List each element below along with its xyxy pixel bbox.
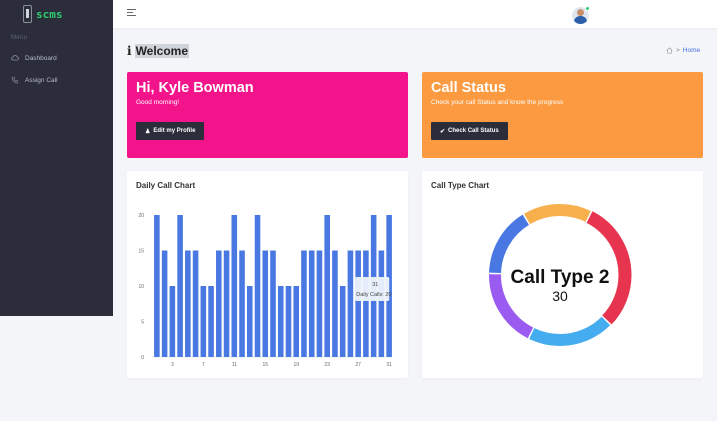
menu-toggle-icon[interactable] <box>127 9 136 17</box>
bar <box>363 250 369 357</box>
call-type-chart-card: Call Type Chart Call Type 2 30 <box>422 171 703 378</box>
greeting-subtitle: Good morning! <box>136 99 179 106</box>
x-tick-label: 27 <box>355 362 361 368</box>
breadcrumb: > Home <box>666 47 700 54</box>
bar <box>316 250 323 357</box>
avatar[interactable] <box>572 7 589 24</box>
check-call-status-button[interactable]: ✔ Check Call Status <box>431 122 508 140</box>
bar <box>154 215 160 357</box>
page-title-text: Welcome <box>134 44 190 58</box>
phone-icon <box>11 76 19 84</box>
menu-heading: Menu <box>11 35 28 41</box>
bar <box>332 250 338 357</box>
x-tick-label: 19 <box>293 362 299 368</box>
brand[interactable]: scms <box>0 0 113 28</box>
edit-profile-label: Edit my Profile <box>153 128 196 134</box>
call-status-title: Call Status <box>431 80 506 96</box>
daily-call-chart-title: Daily Call Chart <box>136 181 196 190</box>
y-tick-label: 5 <box>141 320 144 326</box>
x-tick-label: 31 <box>386 362 392 368</box>
call-type-donut-chart[interactable]: Call Type 230 <box>422 171 703 378</box>
topbar <box>113 0 717 28</box>
x-tick-label: 3 <box>171 362 174 368</box>
donut-slice <box>489 204 631 346</box>
greeting-title: Hi, Kyle Bowman <box>136 80 254 96</box>
sidebar-item-label: Dashboard <box>25 54 57 62</box>
call-status-subtitle: Check your call Status and know the prog… <box>431 99 564 106</box>
bar <box>216 250 222 357</box>
y-tick-label: 20 <box>138 213 144 219</box>
daily-call-bar-chart[interactable]: 0 5 10 15 20 3 7 11 15 19 23 27 31 31 Daily Calls: 20 <box>127 171 408 378</box>
phone-logo-icon <box>23 5 32 23</box>
chart-tooltip <box>355 277 390 301</box>
call-type-chart-title: Call Type Chart <box>431 181 490 190</box>
bar <box>239 250 245 357</box>
bar <box>324 215 330 357</box>
y-tick-label: 0 <box>141 355 144 361</box>
x-tick-label: 7 <box>202 362 205 368</box>
call-status-card: Call Status Check your call Status and k… <box>422 72 703 158</box>
donut-center-label: Call Type 2 <box>511 267 610 288</box>
brand-name: scms <box>36 7 63 21</box>
online-status-dot <box>585 6 590 11</box>
check-icon: ✔ <box>440 128 446 135</box>
bar <box>293 286 300 357</box>
tooltip-label: Daily Calls: 20 <box>356 292 391 298</box>
bar <box>254 215 261 357</box>
chevron-right-icon: > <box>676 47 680 54</box>
donut-slice <box>489 204 631 346</box>
sidebar-item-dashboard[interactable]: Dashboard <box>0 47 113 69</box>
sidebar: scms Menu Dashboard Assign Call <box>0 0 113 316</box>
bar <box>192 250 199 357</box>
bar <box>378 250 385 357</box>
bar <box>177 215 183 357</box>
edit-profile-button[interactable]: ♟ Edit my Profile <box>136 122 205 140</box>
daily-call-chart-card: Daily Call Chart 0 5 10 15 20 3 7 11 15 19 23 27 31 3… <box>127 171 408 378</box>
home-icon <box>666 47 673 54</box>
page-title: i Welcome <box>127 44 190 58</box>
bar <box>347 250 354 357</box>
bar <box>355 250 361 357</box>
check-call-status-label: Check Call Status <box>448 128 499 134</box>
donut-slice <box>488 203 632 347</box>
tooltip-title: 31 <box>372 282 378 288</box>
info-icon: i <box>127 44 132 58</box>
bar <box>200 286 207 357</box>
sidebar-item-label: Assign Call <box>25 76 58 84</box>
donut-slice <box>489 204 631 346</box>
bar <box>161 250 168 357</box>
bar <box>231 215 238 357</box>
bar <box>246 286 253 357</box>
bar <box>339 286 346 357</box>
user-icon: ♟ <box>145 128 151 135</box>
bar <box>270 250 276 357</box>
bar <box>301 250 307 357</box>
cloud-icon <box>11 54 19 62</box>
bar <box>208 286 214 357</box>
y-tick-label: 15 <box>138 249 144 255</box>
x-tick-label: 11 <box>232 362 237 368</box>
y-tick-label: 10 <box>138 284 144 290</box>
profile-card: Hi, Kyle Bowman Good morning! ♟ Edit my … <box>127 72 408 158</box>
breadcrumb-home-link[interactable]: Home <box>682 47 701 54</box>
x-tick-label: 23 <box>324 362 330 368</box>
donut-center-value: 30 <box>552 288 568 304</box>
bar <box>308 250 315 357</box>
x-tick-label: 15 <box>262 362 268 368</box>
bar <box>277 286 284 357</box>
bar <box>285 286 292 357</box>
bar <box>262 250 269 357</box>
bar <box>185 250 191 357</box>
bar <box>223 250 230 357</box>
sidebar-item-assign-call[interactable]: Assign Call <box>0 69 113 91</box>
bar <box>169 286 176 357</box>
